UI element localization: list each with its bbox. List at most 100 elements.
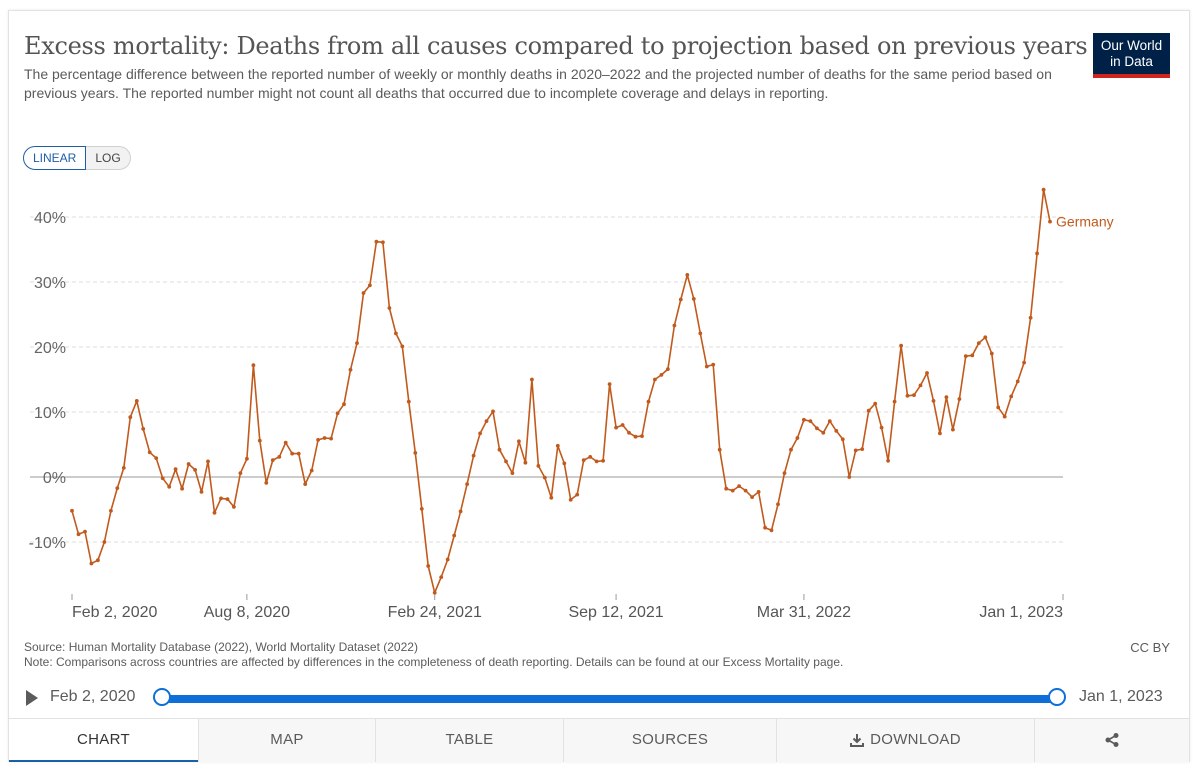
data-point xyxy=(400,344,405,349)
data-point xyxy=(627,430,631,435)
data-point xyxy=(795,436,800,440)
data-point xyxy=(769,528,774,533)
data-point xyxy=(776,502,780,507)
data-point xyxy=(944,395,949,399)
data-point xyxy=(963,354,968,358)
data-point xyxy=(329,436,333,441)
data-point xyxy=(938,431,942,436)
tab-download[interactable]: DOWNLOAD xyxy=(776,719,1034,762)
tab-bar: CHART MAP TABLE SOURCES DOWNLOAD xyxy=(9,718,1189,762)
data-point xyxy=(504,459,508,464)
data-point xyxy=(827,419,832,423)
timeline-end-handle[interactable] xyxy=(1048,688,1066,706)
tab-share[interactable] xyxy=(1034,719,1189,762)
data-point xyxy=(309,468,314,473)
owid-logo[interactable]: Our World in Data xyxy=(1093,33,1170,78)
x-tick-label: Sep 12, 2021 xyxy=(568,604,663,621)
data-point xyxy=(549,495,554,500)
timeline-start-handle[interactable] xyxy=(153,688,171,706)
chart-title: Excess mortality: Deaths from all causes… xyxy=(24,32,1088,60)
data-point xyxy=(555,443,560,448)
data-point xyxy=(1035,251,1039,256)
data-point xyxy=(283,440,288,445)
data-point xyxy=(147,450,152,455)
data-point xyxy=(860,447,865,451)
data-point xyxy=(251,363,256,368)
data-point xyxy=(989,351,994,356)
data-point xyxy=(743,488,748,493)
data-point xyxy=(465,482,469,486)
data-point xyxy=(581,458,586,462)
data-point xyxy=(620,423,625,427)
data-point xyxy=(219,496,223,501)
data-point xyxy=(193,468,198,472)
tab-table[interactable]: TABLE xyxy=(375,719,563,762)
data-point xyxy=(931,399,936,403)
data-point xyxy=(653,377,657,382)
data-point xyxy=(873,401,878,406)
data-point xyxy=(523,460,528,465)
footer-notes: Source: Human Mortality Database (2022),… xyxy=(24,640,843,670)
data-point xyxy=(96,558,100,563)
data-point xyxy=(76,532,81,537)
data-point xyxy=(672,323,677,328)
data-point xyxy=(478,431,482,436)
data-point xyxy=(912,393,916,397)
data-point xyxy=(342,402,346,407)
log-scale-button[interactable]: LOG xyxy=(86,146,131,170)
tab-chart[interactable]: CHART xyxy=(9,719,198,762)
license-link[interactable]: CC BY xyxy=(1130,640,1170,655)
y-tick-label: 0% xyxy=(43,470,66,487)
data-point xyxy=(1022,360,1026,365)
data-point xyxy=(115,486,120,490)
data-point xyxy=(296,451,301,456)
y-tick-label: 40% xyxy=(34,210,66,227)
tab-map[interactable]: MAP xyxy=(198,719,375,762)
y-tick-label: -10% xyxy=(29,535,66,552)
data-point xyxy=(750,495,754,499)
data-point xyxy=(847,475,852,479)
data-point xyxy=(899,343,903,348)
data-point xyxy=(1009,394,1014,399)
data-point xyxy=(491,409,495,414)
data-point xyxy=(368,283,372,288)
data-point xyxy=(542,475,547,480)
data-point xyxy=(413,451,418,455)
data-point xyxy=(426,564,431,568)
data-point xyxy=(277,455,282,459)
data-point xyxy=(497,447,502,452)
x-tick-label: Feb 24, 2021 xyxy=(388,604,482,621)
data-point xyxy=(141,427,146,431)
data-point xyxy=(970,353,975,358)
data-point xyxy=(419,507,424,511)
series-label: Germany xyxy=(1056,214,1114,230)
x-tick-label: Jan 1, 2023 xyxy=(979,604,1063,621)
data-point xyxy=(374,239,379,244)
data-point xyxy=(212,510,217,515)
data-point xyxy=(381,240,385,245)
data-point xyxy=(763,525,767,530)
data-point xyxy=(685,273,690,277)
data-point xyxy=(983,335,988,340)
data-point xyxy=(1028,315,1033,320)
data-point xyxy=(432,590,437,595)
x-tick-label: Feb 2, 2020 xyxy=(72,604,158,621)
y-tick-label: 10% xyxy=(34,405,66,422)
data-point xyxy=(886,458,890,463)
timeline-end-label: Jan 1, 2023 xyxy=(1079,688,1163,705)
download-icon xyxy=(850,734,865,748)
data-point xyxy=(892,399,897,404)
timeline-track[interactable] xyxy=(162,695,1059,703)
data-point xyxy=(109,508,113,513)
data-point xyxy=(102,540,107,544)
tab-sources[interactable]: SOURCES xyxy=(563,719,776,762)
data-point xyxy=(704,364,709,369)
data-point xyxy=(925,371,929,375)
data-point xyxy=(601,458,605,463)
data-point xyxy=(264,481,269,485)
play-icon[interactable] xyxy=(26,690,38,706)
linear-scale-button[interactable]: LINEAR xyxy=(23,146,87,170)
x-tick-label: Mar 31, 2022 xyxy=(757,604,851,621)
data-point xyxy=(711,362,716,367)
timeline: Feb 2, 2020 Jan 1, 2023 xyxy=(24,686,1174,712)
